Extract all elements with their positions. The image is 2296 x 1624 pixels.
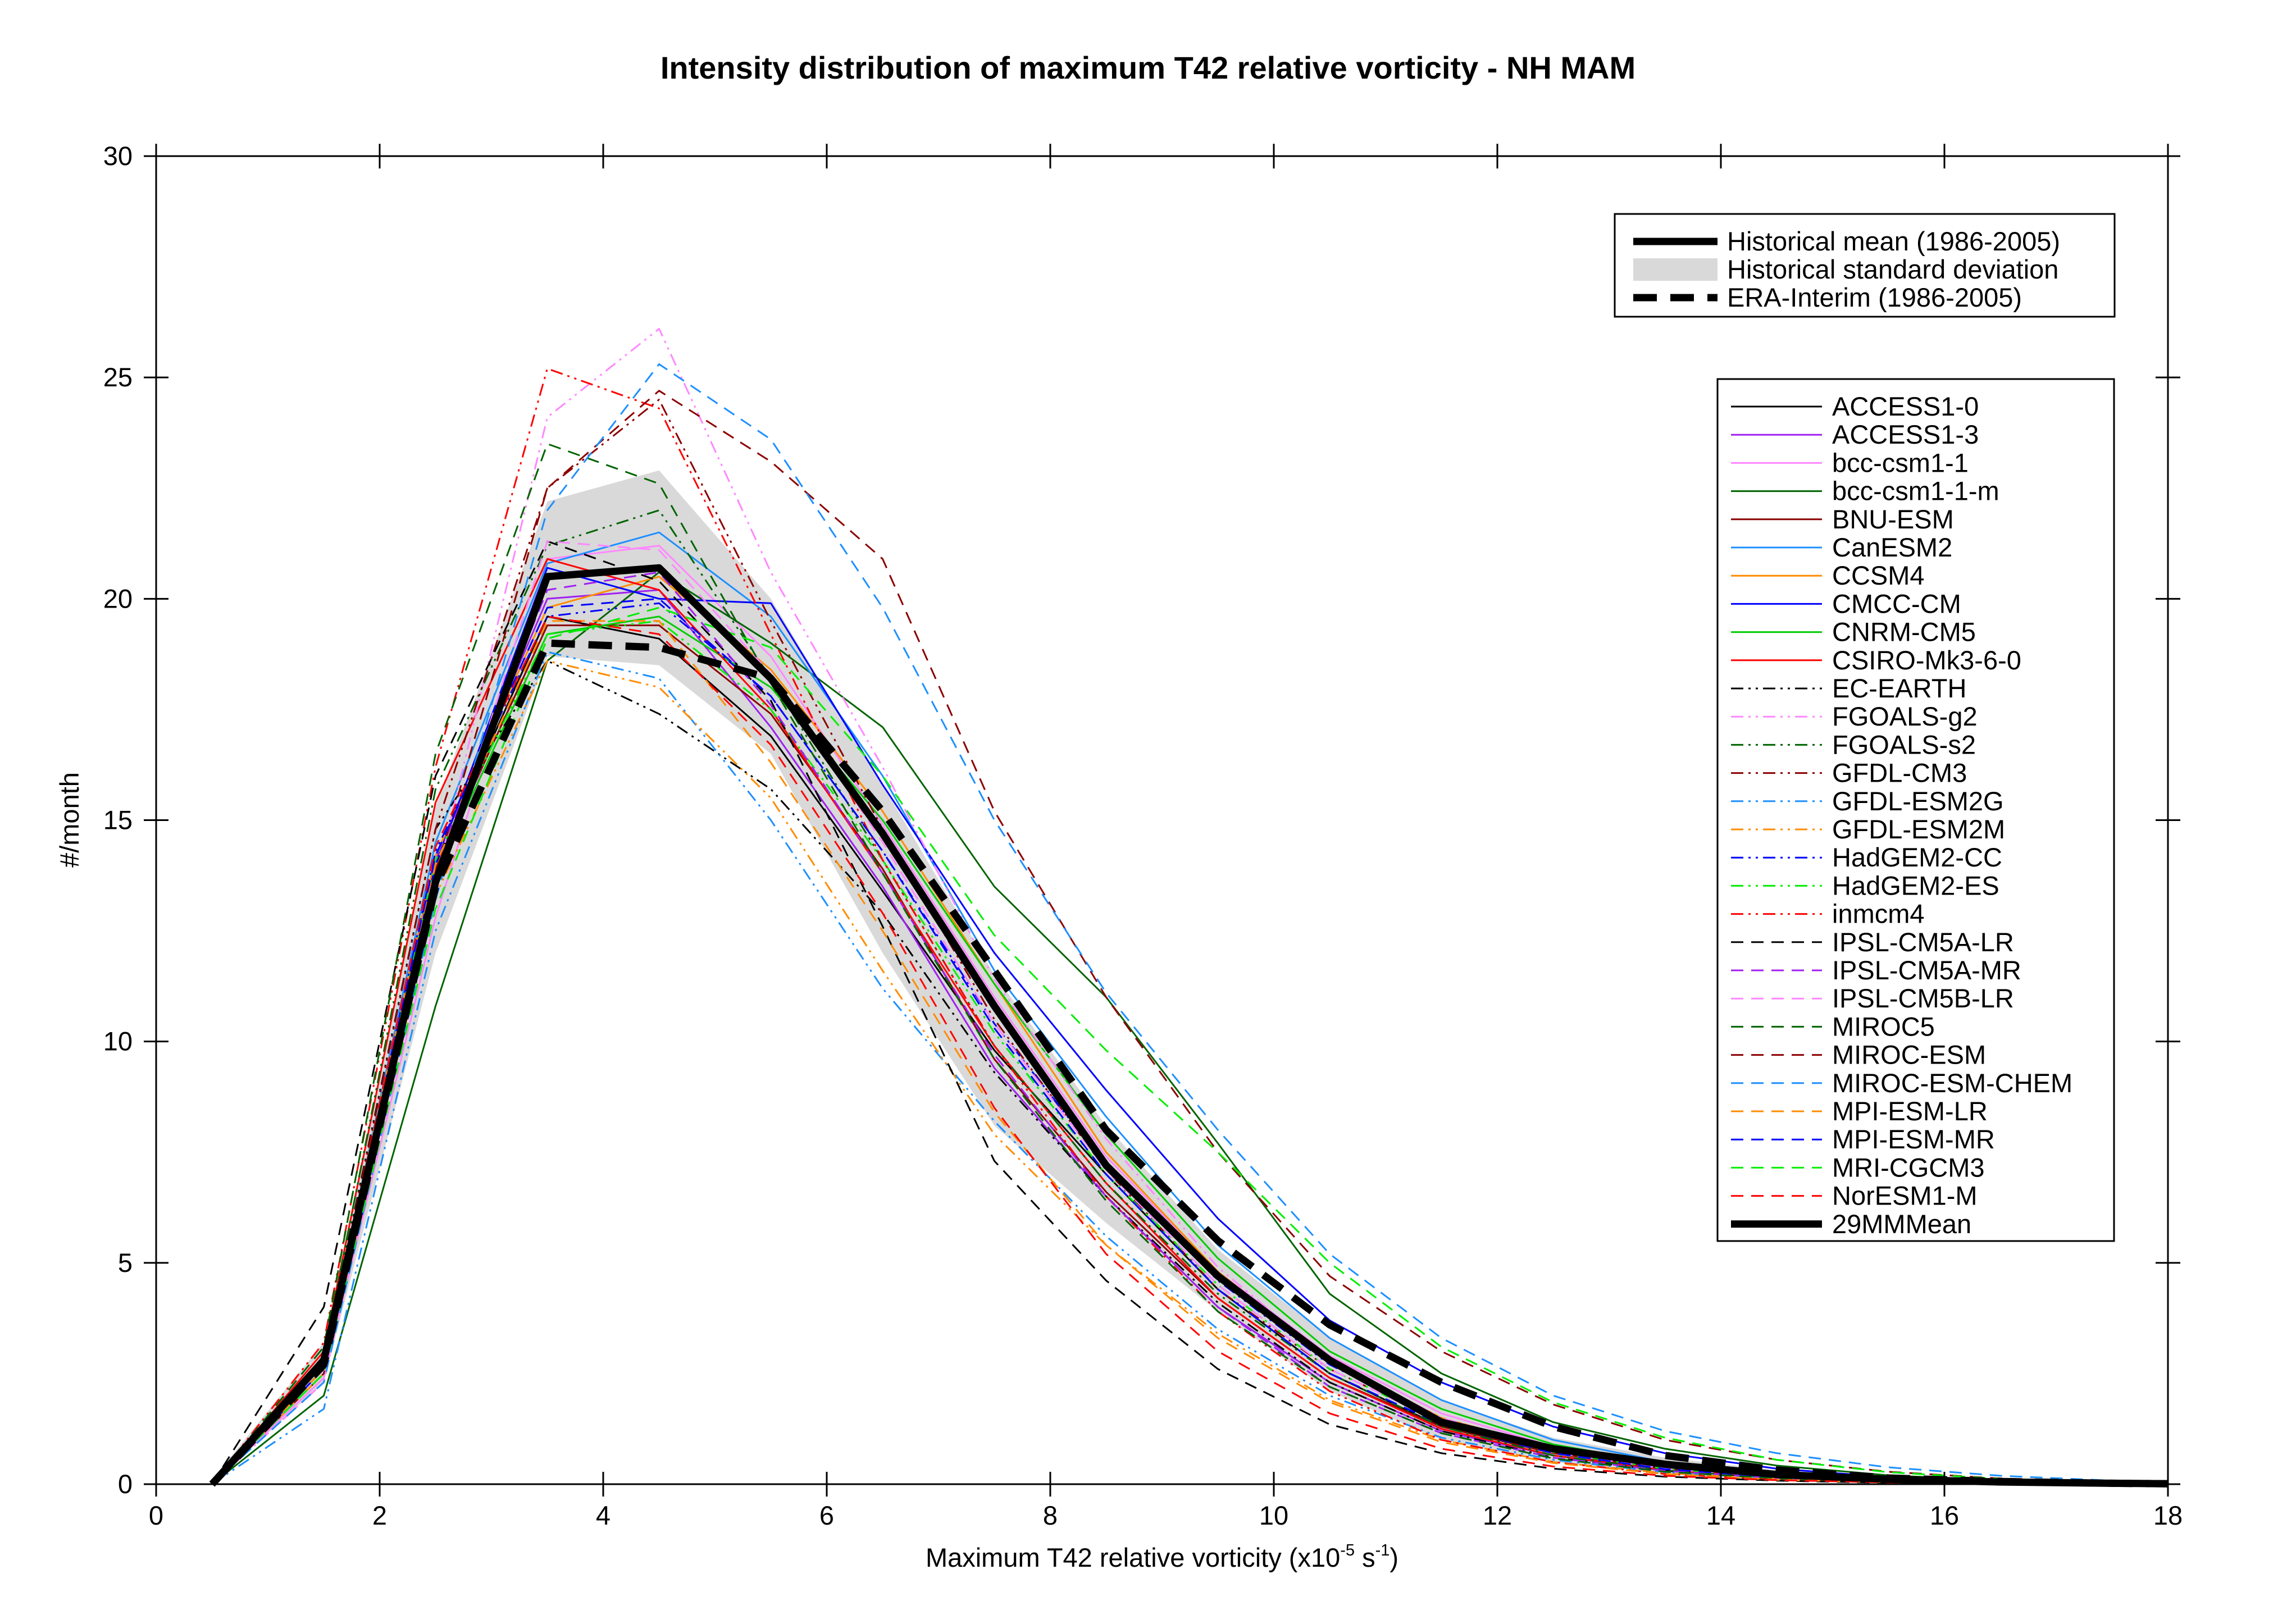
y-axis-label: #/month: [54, 772, 84, 868]
x-axis-label-unit-exp: -1: [1375, 1541, 1390, 1559]
legend-label-miroc5: MIROC5: [1832, 1011, 1935, 1041]
x-tick-label: 8: [1043, 1500, 1058, 1530]
legend-label-gfdl-esm2g: GFDL-ESM2G: [1832, 786, 2004, 816]
legend-label-mpi-esm-mr: MPI-ESM-MR: [1832, 1124, 1995, 1154]
series-line-gfdl-esm2m: [211, 660, 2169, 1485]
legend-label-cnrm-cm5: CNRM-CM5: [1832, 617, 1976, 647]
legend-label-ipsl-cm5b-lr: IPSL-CM5B-LR: [1832, 983, 2014, 1013]
x-tick-label: 18: [2153, 1500, 2183, 1530]
y-axis: 0 5 10 15 20 25 30: [103, 141, 2180, 1499]
legend-historical: Historical mean (1986-2005)Historical st…: [1614, 213, 2116, 318]
legend-label-mri-cgcm3: MRI-CGCM3: [1832, 1152, 1985, 1182]
std-band: [212, 470, 2168, 1485]
legend-label-historical-mean: Historical mean (1986-2005): [1727, 226, 2060, 256]
legend-label-canesm2: CanESM2: [1832, 532, 1952, 562]
x-axis-label-unit: s: [1362, 1543, 1375, 1572]
x-tick-label: 10: [1259, 1500, 1288, 1530]
legend-models-box: [1716, 378, 2115, 1242]
legend-label-mpi-esm-lr: MPI-ESM-LR: [1832, 1096, 1988, 1126]
x-axis-label-exp: -5: [1340, 1541, 1355, 1559]
legend-swatch-historical-std: [1633, 258, 1718, 281]
y-tick-label: 10: [103, 1027, 133, 1056]
legend-label-ipsl-cm5a-mr: IPSL-CM5A-MR: [1832, 955, 2021, 985]
main-series-lines: [209, 564, 2169, 1488]
y-tick-label: 5: [118, 1248, 133, 1278]
legend-label-cmcc-cm: CMCC-CM: [1832, 589, 1961, 618]
legend-label-access1-0: ACCESS1-0: [1832, 391, 1979, 421]
legend-label-noresm1-m: NorESM1-M: [1832, 1181, 1978, 1211]
chart-title: Intensity distribution of maximum T42 re…: [660, 50, 1636, 85]
x-tick-label: 0: [149, 1500, 163, 1530]
legend-models: ACCESS1-0ACCESS1-3bcc-csm1-1bcc-csm1-1-m…: [1716, 378, 2115, 1242]
x-axis-label-close: ): [1390, 1543, 1398, 1572]
x-tick-label: 14: [1706, 1500, 1735, 1530]
legend-label-ccsm4: CCSM4: [1832, 560, 1925, 590]
legend-label-historical-std: Historical standard deviation: [1727, 254, 2058, 284]
legend-label-bcc-csm1-1: bcc-csm1-1: [1832, 448, 1969, 477]
y-tick-label: 25: [103, 362, 133, 392]
x-tick-label: 4: [596, 1500, 611, 1530]
legend-label-ec-earth: EC-EARTH: [1832, 673, 1966, 703]
series-line-fgoals-s2: [211, 509, 2169, 1485]
x-tick-label: 12: [1483, 1500, 1512, 1530]
legend-label-miroc-esm-chem: MIROC-ESM-CHEM: [1832, 1068, 2072, 1098]
legend-label-hadgem2-cc: HadGEM2-CC: [1832, 842, 2002, 872]
x-axis: 0 2 4 6 8 10 12 14 16 18: [149, 144, 2183, 1530]
legend-label-miroc-esm: MIROC-ESM: [1832, 1040, 1986, 1070]
legend-label-era-interim: ERA-Interim (1986-2005): [1727, 282, 2022, 312]
legend-label-csiro-mk3-6-0: CSIRO-Mk3-6-0: [1832, 645, 2021, 675]
legend-label-gfdl-esm2m: GFDL-ESM2M: [1832, 814, 2005, 844]
legend-label-access1-3: ACCESS1-3: [1832, 419, 1979, 449]
x-tick-label: 2: [372, 1500, 387, 1530]
legend-label-fgoals-g2: FGOALS-g2: [1832, 701, 1978, 731]
legend-label-ipsl-cm5a-lr: IPSL-CM5A-LR: [1832, 927, 2014, 957]
y-tick-label: 30: [103, 141, 133, 171]
legend-label-fgoals-s2: FGOALS-s2: [1832, 729, 1976, 759]
legend-label-29mmmean: 29MMMean: [1832, 1209, 1971, 1239]
legend-label-inmcm4: inmcm4: [1832, 899, 1925, 929]
legend-label-bcc-csm1-1-m: bcc-csm1-1-m: [1832, 476, 1999, 506]
legend-label-bnu-esm: BNU-ESM: [1832, 504, 1954, 534]
legend-label-gfdl-cm3: GFDL-CM3: [1832, 758, 1967, 788]
y-tick-label: 15: [103, 805, 133, 835]
y-tick-label: 20: [103, 583, 133, 613]
x-tick-label: 6: [819, 1500, 834, 1530]
x-axis-label-main: Maximum T42 relative vorticity (x10: [926, 1543, 1340, 1572]
plot-area: [209, 327, 2169, 1488]
series-line-miroc-esm-chem: [211, 363, 2169, 1485]
series-line-ipsl-cm5a-mr: [211, 571, 2169, 1485]
x-tick-label: 16: [1930, 1500, 1959, 1530]
legend-label-hadgem2-es: HadGEM2-ES: [1832, 870, 1999, 900]
x-axis-label: Maximum T42 relative vorticity (x10-5 s-…: [926, 1541, 1398, 1572]
std-band-area: [212, 470, 2168, 1485]
historical-mean-line: [209, 564, 2169, 1488]
y-tick-label: 0: [118, 1469, 133, 1499]
